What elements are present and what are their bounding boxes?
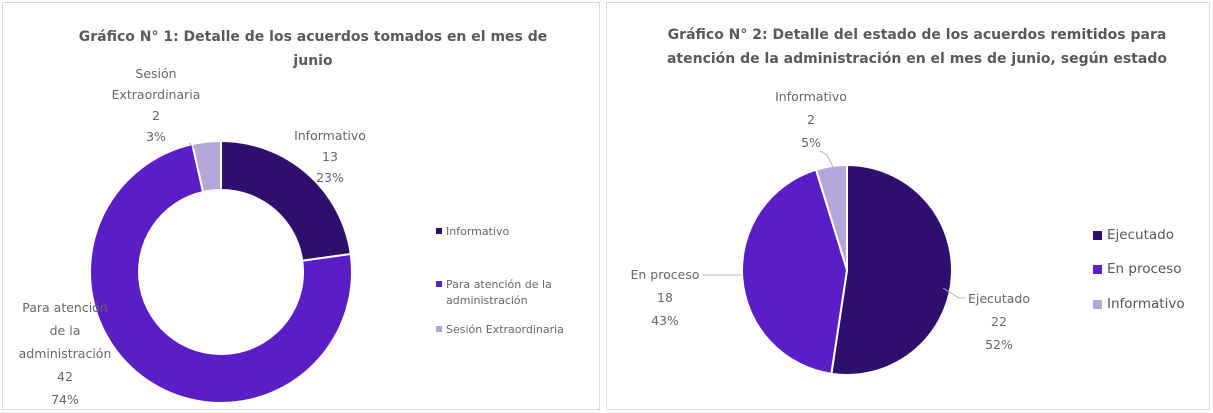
data-label: Informativo [294,128,366,143]
data-label: de la [50,323,81,338]
data-label: 23% [316,170,344,185]
data-label: 43% [651,313,679,328]
data-label: 3% [146,129,166,144]
chart-panel-1: Gráfico N° 1: Detalle de los acuerdos to… [2,2,600,410]
data-label: 18 [657,290,673,305]
legend-swatch [436,281,442,287]
legend-swatch [1093,300,1102,309]
legend-swatch [1093,231,1102,240]
data-label: 2 [152,108,160,123]
data-label: Para atención [22,300,108,315]
data-label: 22 [991,314,1007,329]
legend-label: Sesión Extraordinaria [446,323,564,336]
data-label: Extraordinaria [112,87,201,102]
leader-line [188,142,200,170]
data-label: Sesión [135,66,176,81]
pie-slice [814,163,848,271]
pie-slice [830,163,953,376]
data-label: En proceso [631,267,700,282]
legend-swatch [1093,265,1102,274]
data-label: 42 [57,369,73,384]
data-label: 13 [322,149,338,164]
data-label: 52% [985,337,1013,352]
chart-title: Gráfico N° 1: Detalle de los acuerdos to… [78,29,548,69]
data-label: 5% [801,135,821,150]
chart-panel-2: Gráfico N° 2: Detalle del estado de los … [606,2,1210,410]
data-label: Ejecutado [968,291,1030,306]
leader-line [819,150,834,168]
legend-swatch [436,326,442,332]
data-label: 74% [51,392,79,407]
legend-label: Ejecutado [1107,227,1174,243]
donut-chart: Informativo1323%SesiónExtraordinaria23%P… [19,66,564,407]
pie-slice [191,139,222,194]
leader-line [942,287,965,299]
data-label: administración [19,346,112,361]
chart-title: Gráfico N° 2: Detalle del estado de los … [666,27,1167,67]
data-label: 2 [807,112,815,127]
pie-slice [89,142,353,404]
legend-label: Informativo [446,225,509,238]
legend-label: En proceso [1107,261,1181,277]
pie-slice [741,168,849,375]
data-label: Informativo [775,89,847,104]
legend-label: Informativo [1107,296,1185,312]
legend-swatch [436,228,442,234]
pie-chart: Informativo 2 5% En proceso 18 43% Ejecutado 22… [631,89,1185,376]
legend-label: Para atención de la administración [446,278,552,307]
